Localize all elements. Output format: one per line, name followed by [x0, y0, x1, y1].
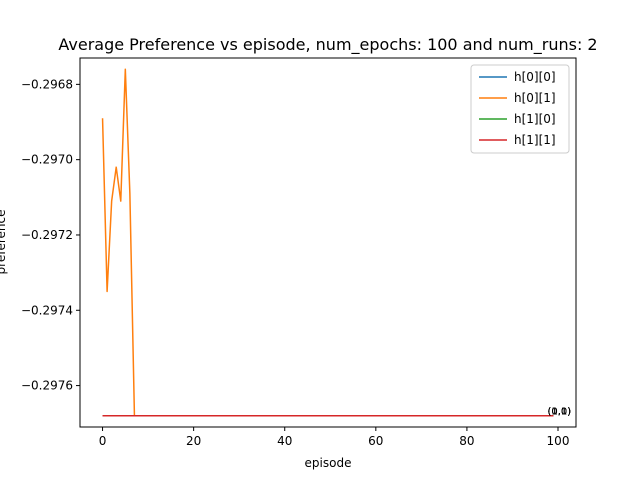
x-tick-label: 20 — [186, 434, 201, 448]
y-tick-label: −0.2970 — [21, 153, 73, 167]
y-axis: −0.2976 −0.2974 −0.2972 −0.2970 −0.2968 — [21, 77, 80, 393]
annotation-label: (1,1) — [547, 407, 571, 418]
legend-label-0: h[0][0] — [514, 70, 556, 84]
x-tick-label: 40 — [277, 434, 292, 448]
axes-frame — [79, 57, 577, 428]
x-tick-label: 60 — [368, 434, 383, 448]
legend-label-2: h[1][0] — [514, 112, 556, 126]
legend-box — [470, 64, 570, 154]
legend-label-3: h[1][1] — [514, 133, 556, 147]
x-axis-label: episode — [305, 456, 352, 470]
annotation-label: (0,0) — [547, 407, 571, 418]
annotation-label: (0,1) — [547, 407, 571, 418]
y-tick-label: −0.2974 — [21, 303, 73, 317]
y-tick-label: −0.2968 — [21, 77, 73, 91]
x-axis: 0 20 40 60 80 100 — [99, 427, 570, 448]
plot-area: (0,0)(0,1)(1,0)(1,1) — [101, 68, 571, 418]
y-tick-label: −0.2972 — [21, 228, 73, 242]
x-tick-label: 0 — [99, 434, 107, 448]
annotation-label: (1,0) — [547, 407, 571, 418]
y-axis-label: preference — [0, 210, 8, 275]
series-line-1 — [101, 68, 554, 417]
x-tick-label: 100 — [547, 434, 570, 448]
chart-title: Average Preference vs episode, num_epoch… — [58, 35, 597, 55]
legend-label-1: h[0][1] — [514, 91, 556, 105]
legend: h[0][0] h[0][1] h[1][0] h[1][1] — [470, 64, 570, 154]
y-tick-label: −0.2976 — [21, 379, 73, 393]
x-tick-label: 80 — [459, 434, 474, 448]
